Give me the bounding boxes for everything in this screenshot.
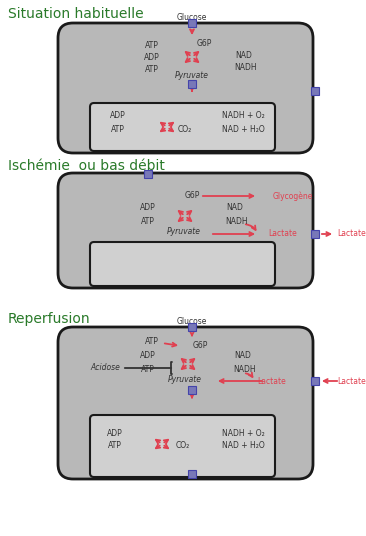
Text: NADH: NADH bbox=[234, 366, 256, 375]
Text: ADP: ADP bbox=[140, 204, 156, 212]
Text: G6P: G6P bbox=[184, 191, 200, 200]
Text: ATP: ATP bbox=[141, 366, 155, 375]
Text: Glycogène: Glycogène bbox=[273, 191, 313, 201]
Text: NADH: NADH bbox=[226, 218, 248, 227]
Bar bbox=[311, 377, 319, 385]
Bar bbox=[188, 19, 196, 27]
Bar bbox=[311, 87, 319, 95]
Bar bbox=[188, 386, 196, 394]
FancyBboxPatch shape bbox=[58, 327, 313, 479]
FancyBboxPatch shape bbox=[90, 242, 275, 286]
Text: ATP: ATP bbox=[108, 442, 122, 450]
Text: G6P: G6P bbox=[196, 40, 212, 48]
Text: Lactate: Lactate bbox=[337, 376, 366, 385]
Bar bbox=[188, 323, 196, 331]
Text: Ischémie  ou bas débit: Ischémie ou bas débit bbox=[8, 159, 165, 173]
Text: NADH + O₂: NADH + O₂ bbox=[222, 428, 264, 437]
Text: Pyruvate: Pyruvate bbox=[175, 71, 209, 80]
Text: NAD + H₂O: NAD + H₂O bbox=[222, 442, 264, 450]
Bar bbox=[311, 230, 319, 238]
FancyBboxPatch shape bbox=[58, 23, 313, 153]
Text: ADP: ADP bbox=[144, 53, 160, 62]
FancyBboxPatch shape bbox=[90, 415, 275, 477]
Text: Reperfusion: Reperfusion bbox=[8, 312, 91, 326]
Text: CO₂: CO₂ bbox=[176, 442, 190, 450]
Text: Pyruvate: Pyruvate bbox=[167, 227, 201, 236]
Text: ADP: ADP bbox=[140, 352, 156, 361]
Text: Situation habituelle: Situation habituelle bbox=[8, 7, 143, 21]
Text: Lactate: Lactate bbox=[269, 229, 297, 239]
Text: ATP: ATP bbox=[145, 338, 159, 346]
Text: NAD + H₂O: NAD + H₂O bbox=[222, 124, 264, 133]
Text: Glucose: Glucose bbox=[177, 316, 207, 325]
Text: ATP: ATP bbox=[145, 64, 159, 73]
Text: ATP: ATP bbox=[145, 41, 159, 49]
Text: Glucose: Glucose bbox=[177, 12, 207, 21]
Bar bbox=[188, 470, 196, 478]
Bar bbox=[188, 80, 196, 88]
Text: ATP: ATP bbox=[111, 124, 125, 133]
Text: NADH + O₂: NADH + O₂ bbox=[222, 111, 264, 121]
FancyBboxPatch shape bbox=[90, 103, 275, 151]
Text: ATP: ATP bbox=[141, 218, 155, 227]
Text: NAD: NAD bbox=[236, 50, 253, 59]
Text: CO₂: CO₂ bbox=[178, 124, 192, 133]
Text: Lactate: Lactate bbox=[337, 229, 366, 239]
Text: NAD: NAD bbox=[227, 204, 243, 212]
Text: NADH: NADH bbox=[235, 63, 257, 72]
Bar bbox=[144, 170, 152, 178]
Text: NAD: NAD bbox=[235, 352, 251, 361]
FancyBboxPatch shape bbox=[58, 173, 313, 288]
Text: Pyruvate: Pyruvate bbox=[168, 376, 202, 384]
Text: Lactate: Lactate bbox=[258, 376, 286, 385]
Text: G6P: G6P bbox=[192, 341, 208, 351]
Text: ADP: ADP bbox=[107, 428, 123, 437]
Text: Acidose: Acidose bbox=[90, 363, 120, 373]
Text: ADP: ADP bbox=[110, 111, 126, 121]
